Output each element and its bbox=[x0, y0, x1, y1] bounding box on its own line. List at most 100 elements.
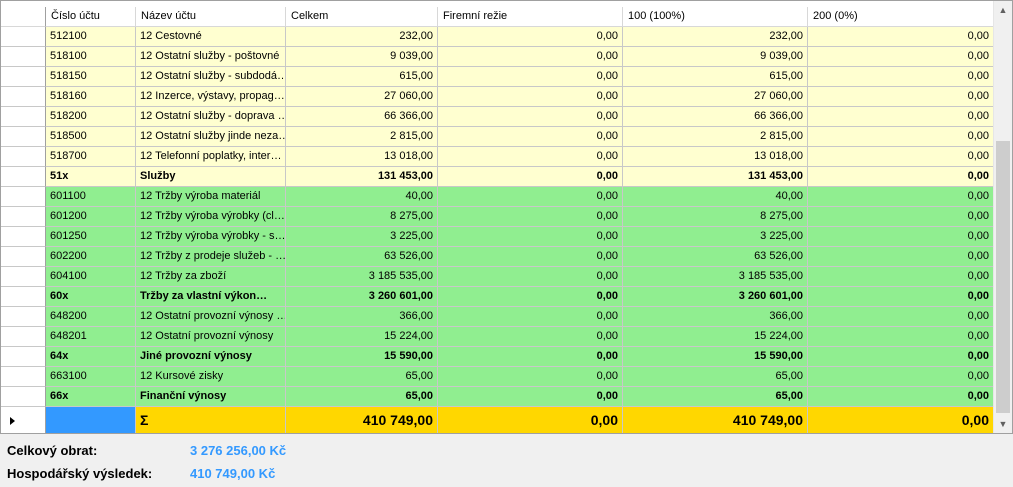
cell-account[interactable]: 64x bbox=[46, 347, 136, 367]
cell-rezie[interactable]: 0,00 bbox=[438, 187, 623, 207]
data-grid[interactable]: Číslo účtu Název účtu Celkem Firemní rež… bbox=[0, 0, 1013, 434]
current-row-header[interactable] bbox=[1, 407, 46, 433]
cell-celkem[interactable]: 65,00 bbox=[286, 367, 438, 387]
cell-200[interactable]: 0,00 bbox=[808, 227, 994, 247]
summary-celkem[interactable]: 410 749,00 bbox=[286, 407, 438, 433]
row-header[interactable] bbox=[1, 147, 46, 167]
cell-rezie[interactable]: 0,00 bbox=[438, 227, 623, 247]
cell-200[interactable]: 0,00 bbox=[808, 267, 994, 287]
table-row[interactable]: 601100 12 Tržby výroba materiál 40,00 0,00 4… bbox=[1, 187, 994, 207]
table-row[interactable]: 518700 12 Telefonní poplatky, inter… 13 01… bbox=[1, 147, 994, 167]
table-row[interactable]: 518500 12 Ostatní služby jinde neza… 2 815… bbox=[1, 127, 994, 147]
summary-row[interactable]: Σ 410 749,00 0,00 410 749,00 0,00 bbox=[1, 407, 994, 433]
table-row[interactable]: 602200 12 Tržby z prodeje služeb - … 63 52… bbox=[1, 247, 994, 267]
cell-rezie[interactable]: 0,00 bbox=[438, 307, 623, 327]
col-header-cislo[interactable]: Číslo účtu bbox=[46, 7, 136, 27]
cell-account[interactable]: 602200 bbox=[46, 247, 136, 267]
cell-100[interactable]: 66 366,00 bbox=[623, 107, 808, 127]
table-row[interactable]: 601200 12 Tržby výroba výrobky (cl… 8 275,… bbox=[1, 207, 994, 227]
cell-rezie[interactable]: 0,00 bbox=[438, 147, 623, 167]
table-row[interactable]: 64x Jiné provozní výnosy 15 590,00 0,00 15 5… bbox=[1, 347, 994, 367]
cell-200[interactable]: 0,00 bbox=[808, 187, 994, 207]
cell-100[interactable]: 232,00 bbox=[623, 27, 808, 47]
table-row[interactable]: 518150 12 Ostatní služby - subdodá… 615,00… bbox=[1, 67, 994, 87]
cell-celkem[interactable]: 65,00 bbox=[286, 387, 438, 407]
cell-account[interactable]: 512100 bbox=[46, 27, 136, 47]
row-header[interactable] bbox=[1, 187, 46, 207]
cell-200[interactable]: 0,00 bbox=[808, 387, 994, 407]
row-header[interactable] bbox=[1, 327, 46, 347]
cell-100[interactable]: 615,00 bbox=[623, 67, 808, 87]
cell-rezie[interactable]: 0,00 bbox=[438, 247, 623, 267]
cell-celkem[interactable]: 9 039,00 bbox=[286, 47, 438, 67]
row-header[interactable] bbox=[1, 307, 46, 327]
cell-account[interactable]: 648201 bbox=[46, 327, 136, 347]
cell-rezie[interactable]: 0,00 bbox=[438, 267, 623, 287]
cell-account[interactable]: 518160 bbox=[46, 87, 136, 107]
cell-account[interactable]: 601250 bbox=[46, 227, 136, 247]
table-row[interactable]: 604100 12 Tržby za zboží 3 185 535,00 0,00 3… bbox=[1, 267, 994, 287]
cell-200[interactable]: 0,00 bbox=[808, 307, 994, 327]
row-header[interactable] bbox=[1, 87, 46, 107]
cell-name[interactable]: 12 Tržby výroba výrobky - s… bbox=[136, 227, 286, 247]
row-header[interactable] bbox=[1, 287, 46, 307]
cell-100[interactable]: 8 275,00 bbox=[623, 207, 808, 227]
cell-rezie[interactable]: 0,00 bbox=[438, 27, 623, 47]
col-header-100[interactable]: 100 (100%) bbox=[623, 7, 808, 27]
cell-rezie[interactable]: 0,00 bbox=[438, 387, 623, 407]
cell-celkem[interactable]: 366,00 bbox=[286, 307, 438, 327]
cell-200[interactable]: 0,00 bbox=[808, 207, 994, 227]
table-row[interactable]: 663100 12 Kursové zisky 65,00 0,00 65,00 0,00 bbox=[1, 367, 994, 387]
summary-rezie[interactable]: 0,00 bbox=[438, 407, 623, 433]
cell-celkem[interactable]: 27 060,00 bbox=[286, 87, 438, 107]
table-row[interactable]: 648200 12 Ostatní provozní výnosy … 366,00… bbox=[1, 307, 994, 327]
row-header[interactable] bbox=[1, 107, 46, 127]
cell-name[interactable]: Finanční výnosy bbox=[136, 387, 286, 407]
cell-100[interactable]: 27 060,00 bbox=[623, 87, 808, 107]
cell-100[interactable]: 65,00 bbox=[623, 367, 808, 387]
cell-rezie[interactable]: 0,00 bbox=[438, 287, 623, 307]
row-header[interactable] bbox=[1, 27, 46, 47]
row-header[interactable] bbox=[1, 207, 46, 227]
cell-100[interactable]: 366,00 bbox=[623, 307, 808, 327]
cell-name[interactable]: 12 Ostatní služby - subdodá… bbox=[136, 67, 286, 87]
cell-celkem[interactable]: 3 185 535,00 bbox=[286, 267, 438, 287]
cell-200[interactable]: 0,00 bbox=[808, 167, 994, 187]
cell-celkem[interactable]: 13 018,00 bbox=[286, 147, 438, 167]
cell-200[interactable]: 0,00 bbox=[808, 127, 994, 147]
col-header-nazev[interactable]: Název účtu bbox=[136, 7, 286, 27]
cell-celkem[interactable]: 615,00 bbox=[286, 67, 438, 87]
cell-200[interactable]: 0,00 bbox=[808, 247, 994, 267]
row-header[interactable] bbox=[1, 367, 46, 387]
cell-celkem[interactable]: 8 275,00 bbox=[286, 207, 438, 227]
col-header-celkem[interactable]: Celkem bbox=[286, 7, 438, 27]
cell-200[interactable]: 0,00 bbox=[808, 147, 994, 167]
cell-200[interactable]: 0,00 bbox=[808, 27, 994, 47]
cell-rezie[interactable]: 0,00 bbox=[438, 127, 623, 147]
cell-name[interactable]: Jiné provozní výnosy bbox=[136, 347, 286, 367]
cell-account[interactable]: 518100 bbox=[46, 47, 136, 67]
cell-100[interactable]: 9 039,00 bbox=[623, 47, 808, 67]
table-row[interactable]: 518200 12 Ostatní služby - doprava … 66 36… bbox=[1, 107, 994, 127]
table-row[interactable]: 648201 12 Ostatní provozní výnosy 15 224,0… bbox=[1, 327, 994, 347]
cell-rezie[interactable]: 0,00 bbox=[438, 347, 623, 367]
cell-rezie[interactable]: 0,00 bbox=[438, 107, 623, 127]
col-header-200[interactable]: 200 (0%) bbox=[808, 7, 994, 27]
table-row[interactable]: 518100 12 Ostatní služby - poštovné 9 039,… bbox=[1, 47, 994, 67]
cell-200[interactable]: 0,00 bbox=[808, 47, 994, 67]
table-row[interactable]: 51x Služby 131 453,00 0,00 131 453,00 0,00 bbox=[1, 167, 994, 187]
row-header[interactable] bbox=[1, 127, 46, 147]
cell-account[interactable]: 51x bbox=[46, 167, 136, 187]
cell-account[interactable]: 518200 bbox=[46, 107, 136, 127]
scroll-down-icon[interactable]: ▼ bbox=[998, 419, 1008, 429]
scroll-thumb[interactable] bbox=[996, 141, 1010, 413]
cell-rezie[interactable]: 0,00 bbox=[438, 87, 623, 107]
cell-name[interactable]: 12 Tržby výroba výrobky (cl… bbox=[136, 207, 286, 227]
cell-celkem[interactable]: 15 224,00 bbox=[286, 327, 438, 347]
cell-100[interactable]: 63 526,00 bbox=[623, 247, 808, 267]
cell-100[interactable]: 65,00 bbox=[623, 387, 808, 407]
cell-account[interactable]: 518150 bbox=[46, 67, 136, 87]
cell-100[interactable]: 2 815,00 bbox=[623, 127, 808, 147]
row-header[interactable] bbox=[1, 227, 46, 247]
cell-rezie[interactable]: 0,00 bbox=[438, 367, 623, 387]
